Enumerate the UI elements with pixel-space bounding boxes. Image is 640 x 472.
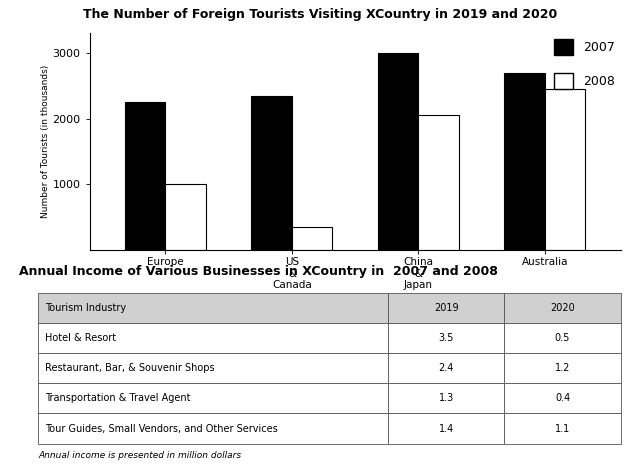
Bar <box>38 383 388 413</box>
Text: 0.4: 0.4 <box>555 393 570 404</box>
Text: 1.2: 1.2 <box>555 363 570 373</box>
Text: Restaurant, Bar, & Souvenir Shops: Restaurant, Bar, & Souvenir Shops <box>45 363 215 373</box>
Text: 2019: 2019 <box>434 303 458 313</box>
Bar <box>38 323 388 353</box>
Bar <box>504 413 621 444</box>
Text: 3.5: 3.5 <box>438 333 454 343</box>
Bar <box>419 115 459 250</box>
Text: Transportation & Travel Agent: Transportation & Travel Agent <box>45 393 191 404</box>
Bar <box>388 323 504 353</box>
Text: 2020: 2020 <box>550 303 575 313</box>
Text: Annual Income of Various Businesses in XCountry in  2007 and 2008: Annual Income of Various Businesses in X… <box>19 265 498 278</box>
Bar <box>545 89 586 250</box>
Bar <box>388 353 504 383</box>
Text: 1.3: 1.3 <box>438 393 454 404</box>
Text: 1.4: 1.4 <box>438 423 454 434</box>
Text: 2.4: 2.4 <box>438 363 454 373</box>
Bar <box>388 293 504 323</box>
Bar <box>504 353 621 383</box>
Text: Tour Guides, Small Vendors, and Other Services: Tour Guides, Small Vendors, and Other Se… <box>45 423 278 434</box>
Text: Hotel & Resort: Hotel & Resort <box>45 333 116 343</box>
Y-axis label: Number of Tourists (in thousands): Number of Tourists (in thousands) <box>41 65 50 218</box>
Bar <box>292 227 332 250</box>
Bar <box>388 383 504 413</box>
Legend: 2007, 2008: 2007, 2008 <box>554 39 614 89</box>
Text: 0.5: 0.5 <box>555 333 570 343</box>
Bar <box>252 95 292 250</box>
Bar <box>125 102 166 250</box>
Bar <box>38 353 388 383</box>
Text: Annual income is presented in million dollars: Annual income is presented in million do… <box>38 451 241 460</box>
Bar <box>504 323 621 353</box>
Text: The Number of Foreign Tourists Visiting XCountry in 2019 and 2020: The Number of Foreign Tourists Visiting … <box>83 8 557 21</box>
Bar <box>38 413 388 444</box>
Bar <box>38 293 388 323</box>
Text: Tourism Industry: Tourism Industry <box>45 303 127 313</box>
Bar <box>504 73 545 250</box>
Bar <box>388 413 504 444</box>
Bar <box>166 185 206 250</box>
Bar <box>378 53 419 250</box>
Text: 1.1: 1.1 <box>555 423 570 434</box>
Bar <box>504 383 621 413</box>
Bar <box>504 293 621 323</box>
